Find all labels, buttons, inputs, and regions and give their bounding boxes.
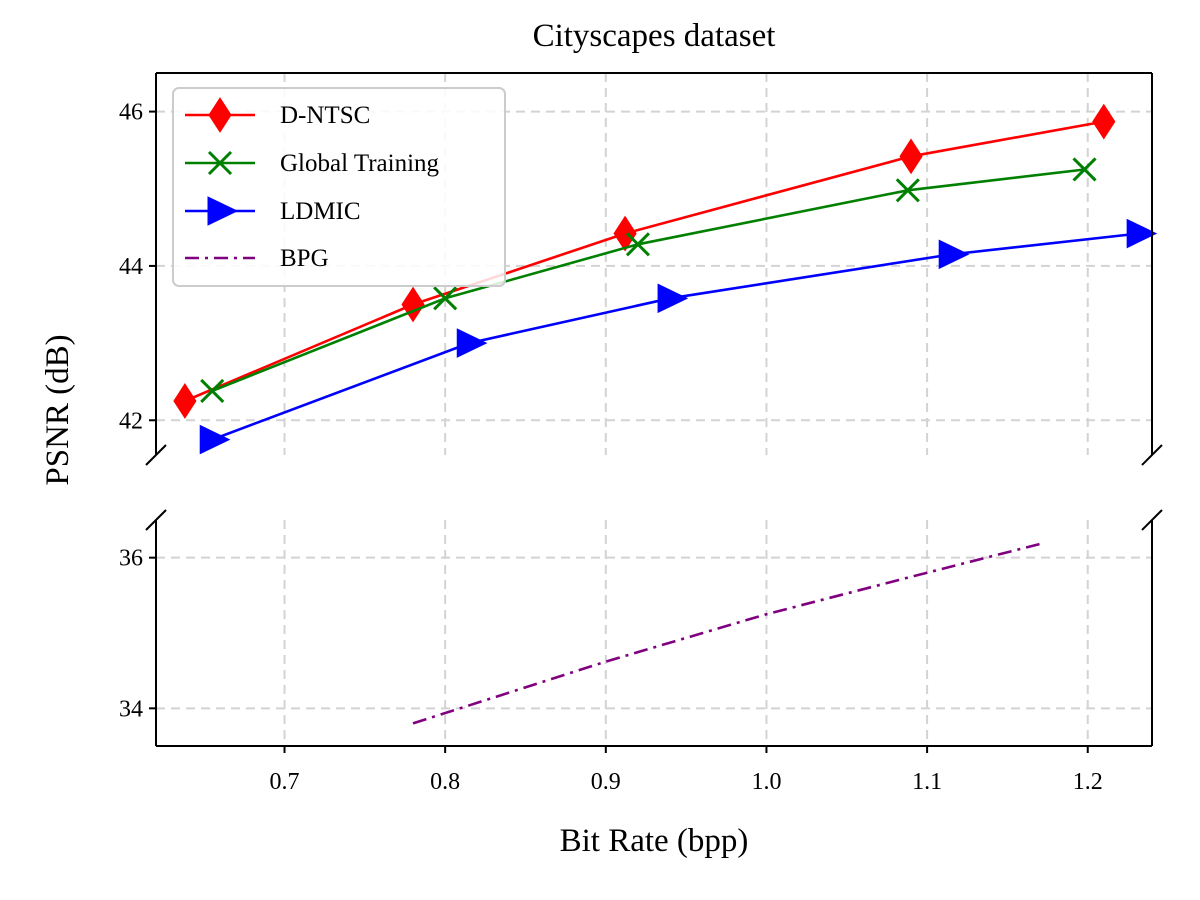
axes-frames <box>145 72 1163 747</box>
data-point-global-training-2 <box>625 232 650 257</box>
data-point-d-ntsc-1 <box>401 286 425 323</box>
data-point-d-ntsc-2 <box>613 215 637 252</box>
x-tick-label-0: 0.7 <box>270 769 300 795</box>
legend-box <box>172 87 506 287</box>
legend-label-global-training: Global Training <box>280 150 440 177</box>
lower-y-tick-label-1: 36 <box>119 546 143 572</box>
upper-y-tick-label-1: 44 <box>119 254 143 280</box>
legend-marker-global-training-stroke-b <box>207 150 233 176</box>
data-point-global-training-2-stroke-b <box>625 232 650 257</box>
data-point-d-ntsc-3 <box>899 138 923 175</box>
x-axis-label: Bit Rate (bpp) <box>560 823 749 859</box>
break-mark-lower-left <box>145 509 167 531</box>
legend-label-d-ntsc: D-NTSC <box>280 102 370 129</box>
legend-keys <box>185 97 255 260</box>
break-mark-lower-right <box>1141 509 1163 531</box>
data-point-ldmic-3 <box>938 239 970 270</box>
data-point-global-training-3-stroke-b <box>895 178 920 203</box>
data-point-d-ntsc-0 <box>173 383 197 419</box>
chart-title: Cityscapes dataset <box>533 18 776 54</box>
data-point-ldmic-2 <box>657 283 689 314</box>
data-point-ldmic-1 <box>456 328 488 358</box>
data-point-global-training-4-stroke-b <box>1072 157 1097 182</box>
legend: D-NTSC Global Training LDMIC BPG <box>172 87 506 287</box>
legend-marker-ldmic <box>207 196 239 226</box>
upper-y-tick-label-2: 46 <box>119 100 143 126</box>
data-point-global-training-1-stroke-b <box>433 286 458 311</box>
upper-y-tick-label-0: 42 <box>119 408 143 434</box>
y-axis-label: PSNR (dB) <box>40 334 76 485</box>
x-tick-label-3: 1.0 <box>751 769 781 795</box>
data-point-ldmic-4 <box>1126 218 1158 249</box>
legend-marker-d-ntsc <box>208 97 232 133</box>
data-point-ldmic-0 <box>199 424 231 455</box>
data-point-global-training-0-stroke-b <box>200 378 225 404</box>
x-tick-label-4: 1.1 <box>912 769 942 795</box>
data-point-global-training-3 <box>895 178 920 203</box>
axis-ticks: 0.7 0.8 0.9 1.0 1.1 1.2 42 44 46 34 36 <box>119 100 1103 795</box>
legend-label-ldmic: LDMIC <box>280 198 361 225</box>
data-point-global-training-1 <box>433 286 458 311</box>
data-point-global-training-0 <box>200 378 225 404</box>
legend-label-bpg: BPG <box>280 245 329 272</box>
series-layer <box>173 103 1158 725</box>
data-point-global-training-4 <box>1072 157 1097 182</box>
legend-marker-global-training <box>207 150 233 176</box>
x-tick-label-5: 1.2 <box>1073 769 1103 795</box>
series-line-bpg <box>412 542 1040 725</box>
lower-grid <box>156 520 1152 746</box>
lower-y-tick-label-0: 34 <box>119 696 143 722</box>
x-tick-label-1: 0.8 <box>430 769 460 795</box>
break-mark-upper-right <box>1141 444 1163 466</box>
break-mark-upper-left <box>145 444 167 466</box>
data-point-d-ntsc-4 <box>1092 103 1116 140</box>
x-tick-label-2: 0.9 <box>591 769 621 795</box>
